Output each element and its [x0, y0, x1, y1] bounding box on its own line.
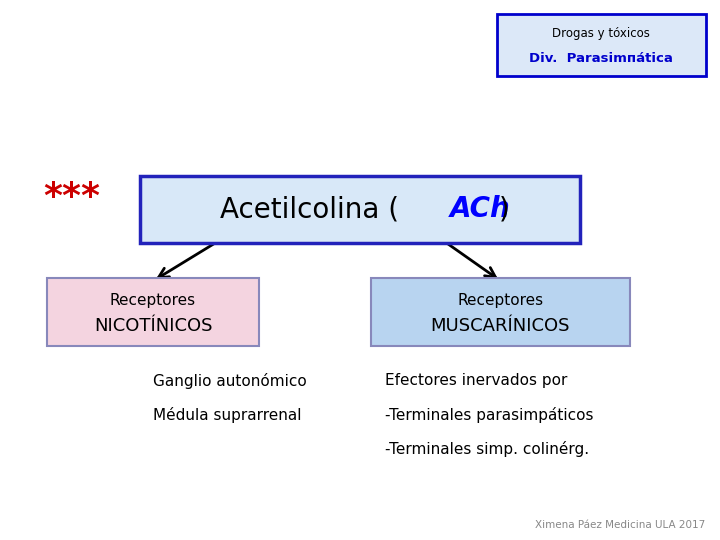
Text: ): )	[499, 195, 510, 223]
Text: MUSCARÍNICOS: MUSCARÍNICOS	[431, 316, 570, 334]
Text: Acetilcolina (: Acetilcolina (	[220, 195, 399, 223]
Text: Div.  Parasimпática: Div. Parasimпática	[529, 52, 673, 65]
Text: ACh: ACh	[450, 195, 510, 223]
FancyBboxPatch shape	[140, 176, 580, 243]
Text: Drogas y tóxicos: Drogas y tóxicos	[552, 26, 650, 40]
Text: Receptores: Receptores	[457, 293, 544, 308]
Text: -Terminales parasimpáticos: -Terminales parasimpáticos	[385, 407, 594, 423]
Text: Receptores: Receptores	[110, 293, 196, 308]
Text: Ganglio autonómico: Ganglio autonómico	[153, 373, 307, 389]
Text: Médula suprarrenal: Médula suprarrenal	[153, 407, 302, 423]
FancyBboxPatch shape	[497, 14, 706, 76]
Text: Ximena Páez Medicina ULA 2017: Ximena Páez Medicina ULA 2017	[536, 520, 706, 530]
Text: NICOTÍNICOS: NICOTÍNICOS	[94, 316, 212, 334]
Text: ***: ***	[43, 180, 101, 214]
FancyBboxPatch shape	[371, 278, 630, 346]
Text: Efectores inervados por: Efectores inervados por	[385, 373, 567, 388]
Text: -Terminales simp. colinérg.: -Terminales simp. colinérg.	[385, 441, 590, 457]
FancyBboxPatch shape	[47, 278, 259, 346]
